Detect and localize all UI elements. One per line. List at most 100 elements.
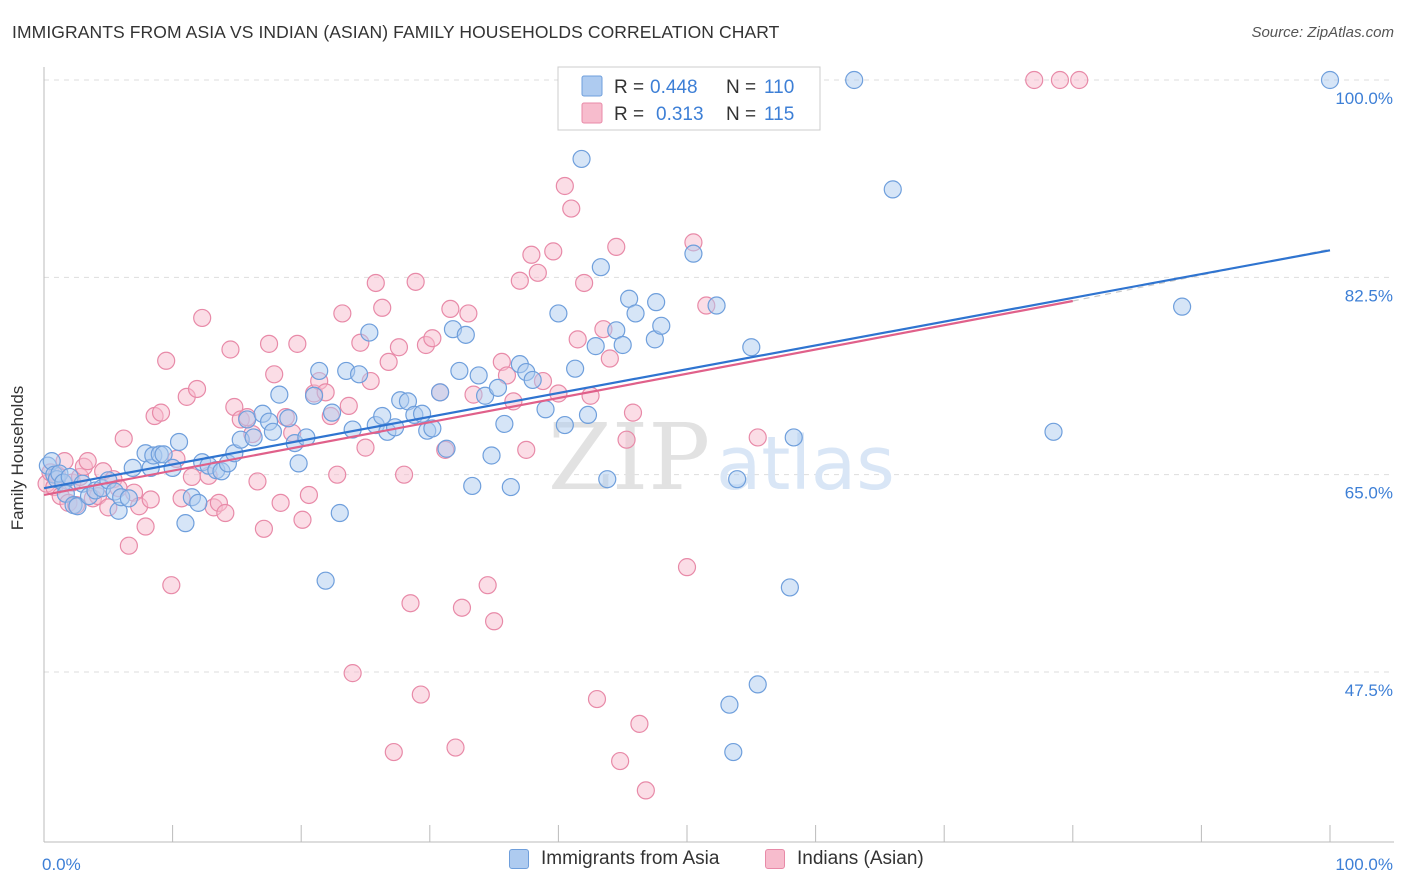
indians-asian-point-52: [299, 485, 319, 505]
y-tick-label-3: 100.0%: [1335, 89, 1393, 108]
immigrants-asia-point-65: [423, 419, 442, 438]
indians-asian-point-92: [544, 242, 563, 261]
immigrants-asia-point-29: [189, 493, 208, 512]
indians-asian-point-69: [394, 465, 414, 484]
immigrants-asia-point-97: [684, 244, 703, 263]
watermark-atlas: atlas: [716, 421, 895, 507]
y-axis-label: Family Households: [8, 385, 27, 531]
indians-asian-point-97: [575, 273, 594, 293]
legend-n-value-blue: 110: [764, 77, 794, 98]
indians-asian-point-77: [441, 299, 460, 319]
indians-asian-point-60: [343, 664, 362, 683]
indians-asian-point-47: [271, 493, 290, 512]
immigrants-asia-point-75: [488, 378, 508, 397]
indians-asian-point-112: [1025, 70, 1044, 90]
immigrants-asia-point-110: [1320, 70, 1340, 90]
immigrants-asia-point-80: [523, 370, 542, 390]
immigrants-asia-point-82: [549, 304, 568, 323]
indians-asian-point-51: [293, 510, 312, 529]
indians-asian-point-68: [389, 338, 409, 357]
indians-asian-point-113: [1050, 70, 1070, 90]
legend-r-label-blue: R =: [614, 77, 644, 98]
trend-immigrants-asia: [43, 249, 1331, 490]
indians-asian-point-89: [522, 245, 541, 264]
immigrants-asia-point-72: [469, 366, 488, 385]
immigrants-asia-point-38: [244, 428, 263, 447]
immigrants-asia-point-48: [310, 361, 329, 381]
indians-asian-point-57: [328, 465, 347, 484]
watermark: ZIP atlas: [548, 404, 895, 511]
immigrants-asia-point-98: [707, 296, 726, 315]
indians-asian-point-64: [366, 273, 385, 293]
legend-label-immigrants-asia: Immigrants from Asia: [541, 848, 720, 869]
indians-asian-point-85: [497, 366, 517, 385]
indians-asian-point-107: [636, 781, 655, 800]
immigrants-asia-point-54: [349, 365, 369, 384]
immigrants-asia-point-43: [279, 409, 298, 428]
immigrants-asia-point-70: [456, 325, 475, 344]
immigrants-asia-point-108: [1044, 422, 1063, 441]
indians-asian-point-94: [555, 176, 574, 196]
immigrants-asia-point-26: [169, 432, 189, 452]
immigrants-asia-point-105: [784, 428, 803, 447]
indians-asian-point-66: [379, 352, 398, 372]
indians-asian-point-83: [485, 612, 504, 631]
indians-asian-point-78: [446, 738, 465, 757]
indians-asian-point-70: [401, 594, 420, 613]
immigrants-asia-point-107: [883, 180, 902, 199]
indians-asian-point-72: [411, 685, 430, 704]
indians-asian-point-32: [187, 379, 207, 399]
legend-r-value-blue: 0.448: [650, 77, 698, 98]
indians-asian-point-62: [356, 438, 375, 457]
x-tick-label-1: 100.0%: [1335, 855, 1393, 874]
watermark-zip: ZIP: [548, 404, 710, 511]
indians-asian-point-59: [339, 396, 358, 415]
immigrants-asia-point-101: [728, 470, 747, 489]
immigrants-asia-point-37: [238, 410, 257, 429]
legend-label-indians-asian: Indians (Asian): [797, 848, 924, 869]
indians-asian-point-90: [528, 263, 547, 282]
trend-indians-asian: [43, 299, 1074, 497]
indians-asian-point-38: [221, 340, 240, 359]
indians-asian-point-45: [259, 334, 279, 353]
indians-asian-point-50: [288, 334, 307, 353]
indians-asian-point-43: [248, 472, 267, 491]
indians-asian-point-102: [607, 237, 626, 256]
legend-swatch-blue: [581, 75, 603, 97]
immigrants-asia-point-91: [613, 335, 632, 355]
indians-asian-point-46: [265, 365, 284, 384]
immigrants-asia-point-55: [360, 323, 379, 342]
x-tick-label-0: 0.0%: [42, 855, 81, 874]
y-tick-label-0: 47.5%: [1345, 681, 1393, 700]
legend-n-label-blue: N =: [726, 77, 756, 98]
legend-r-value-pink: 0.313: [656, 104, 704, 125]
immigrants-asia-point-85: [572, 149, 591, 169]
immigrants-asia-point-27: [176, 514, 195, 533]
indians-asian-point-106: [630, 714, 649, 733]
immigrants-asia-point-81: [536, 400, 555, 419]
indians-asian-point-22: [136, 517, 155, 536]
indians-asian-point-80: [459, 304, 478, 323]
indians-asian-point-108: [677, 558, 697, 577]
indians-asian-point-67: [384, 742, 403, 762]
immigrants-asia-point-87: [586, 337, 605, 356]
trend-lines: [43, 248, 1331, 497]
indians-asian-point-104: [617, 430, 636, 449]
indians-asian-point-95: [562, 199, 581, 218]
gridlines: [44, 79, 1394, 673]
indians-asian-point-82: [478, 576, 497, 595]
indians-asian-point-99: [587, 689, 607, 709]
immigrants-asia-point-25: [163, 458, 182, 478]
indians-asian-point-65: [373, 298, 392, 317]
indians-asian-point-26: [157, 351, 176, 370]
immigrants-asia-point-95: [647, 293, 666, 312]
immigrants-asia-point-84: [566, 359, 585, 378]
indians-asian-point-88: [517, 440, 536, 459]
indians-asian-point-111: [748, 428, 767, 447]
tick-labels: 47.5% 65.0% 82.5% 100.0% 0.0% 100.0%: [42, 89, 1393, 874]
immigrants-asia-point-69: [450, 361, 469, 381]
immigrants-asia-point-77: [501, 477, 520, 497]
immigrants-asia-point-47: [304, 386, 324, 405]
immigrants-asia-point-89: [598, 470, 617, 489]
indians-asian-point-96: [568, 330, 587, 349]
